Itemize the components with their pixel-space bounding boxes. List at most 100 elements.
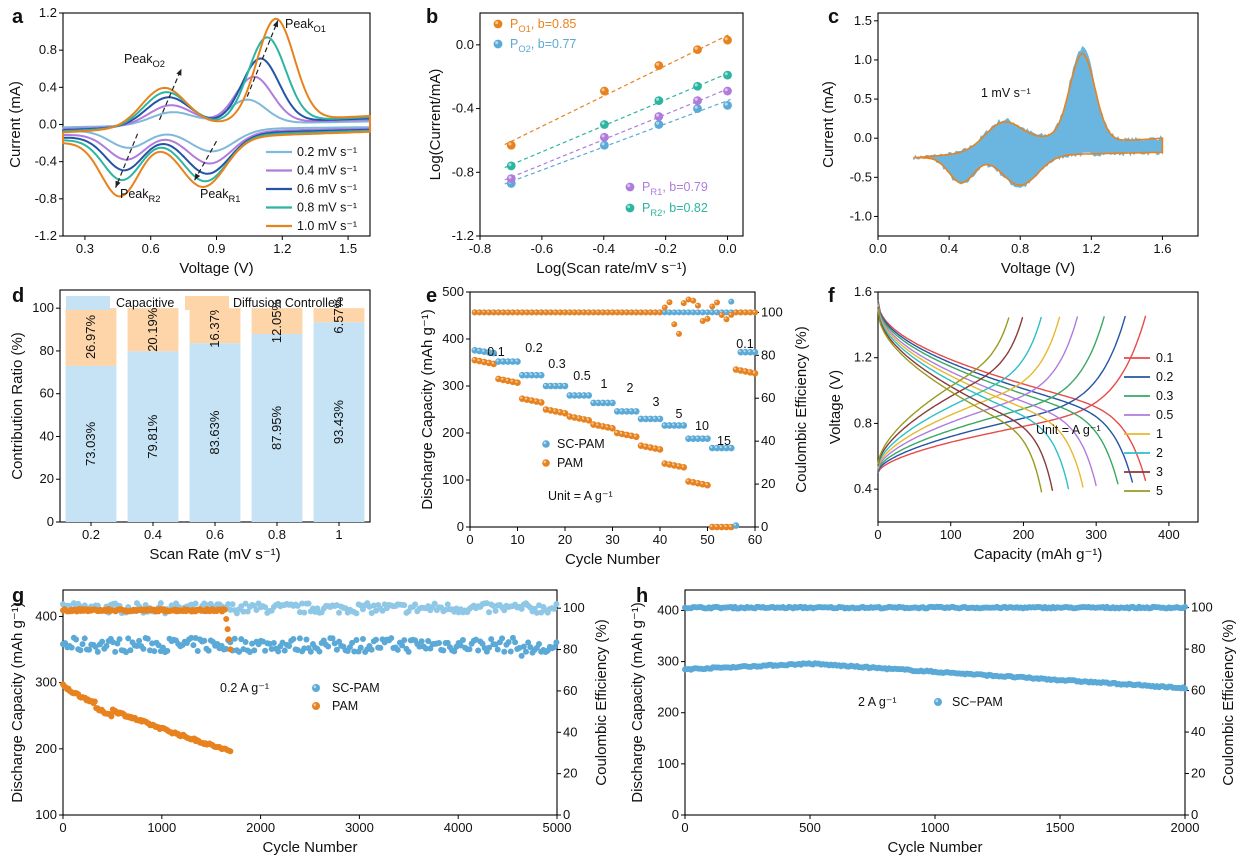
point-highlight — [662, 310, 665, 313]
sc-pam-capacity-point — [512, 639, 519, 646]
y-tick-label: -0.4 — [35, 154, 57, 169]
point-highlight — [553, 383, 556, 387]
data-point — [693, 104, 702, 113]
bar-value-label: 73.03% — [83, 421, 98, 466]
point-highlight — [600, 424, 604, 427]
bar-diffusion — [251, 308, 303, 334]
x-axis-label: Scan Rate (mV s⁻¹) — [149, 546, 280, 563]
point-highlight — [729, 445, 732, 449]
bar-value-label: 79.81% — [145, 414, 160, 459]
data-point — [723, 100, 732, 110]
sc-pam-capacity-point — [94, 648, 101, 655]
y-tick-label: -0.8 — [452, 164, 474, 179]
point-highlight — [653, 446, 656, 449]
sc-pam-capacity-point — [81, 635, 88, 642]
sc-pam-capacity-point — [377, 644, 384, 651]
discharge-curve — [877, 303, 1097, 487]
point-highlight — [653, 416, 656, 420]
point-highlight — [719, 313, 722, 316]
point-highlight — [539, 310, 542, 313]
pam-ce-point — [680, 300, 687, 307]
pam-ce-point — [709, 303, 716, 310]
point-highlight — [681, 301, 684, 304]
y2-tick-label: 80 — [761, 347, 775, 362]
point-highlight — [534, 310, 537, 313]
x-tick-label: 1000 — [921, 820, 950, 835]
sc-pam-capacity-point — [125, 635, 132, 642]
legend-label: Diffusion Controlled — [233, 296, 342, 310]
y2-tick-label: 80 — [1191, 641, 1205, 656]
point-highlight — [582, 310, 585, 313]
point-highlight — [710, 310, 713, 313]
point-highlight — [495, 21, 499, 25]
point-highlight — [662, 423, 665, 426]
y-tick-label: -0.8 — [35, 191, 57, 206]
point-highlight — [719, 310, 722, 313]
panel-label: f — [828, 285, 835, 307]
point-highlight — [525, 310, 528, 313]
point-highlight — [705, 310, 708, 313]
y-tick-label: 20 — [40, 471, 54, 486]
y-tick-label: 200 — [657, 705, 679, 720]
plot-frame — [877, 291, 1199, 523]
pam-ce-point — [723, 316, 730, 323]
x-tick-label: 60 — [748, 532, 762, 547]
sc-pam-ce-point — [253, 606, 260, 613]
legend-label: SC−PAM — [952, 695, 1003, 709]
sc-pam-capacity-point — [488, 636, 495, 643]
sc-pam-ce-point — [553, 601, 560, 608]
panel-e: e0 10 20 30 40 50 6001002003004005000204060801… — [419, 284, 810, 568]
x-axis-label: Voltage (V) — [1001, 260, 1075, 277]
pam-ce-point — [666, 299, 673, 306]
y-tick-label: 0.8 — [39, 42, 57, 57]
sc-pam-capacity-point — [86, 646, 93, 653]
point-highlight — [681, 310, 684, 313]
point-highlight — [724, 317, 727, 320]
sc-pam-capacity-point — [732, 522, 740, 529]
point-highlight — [643, 416, 646, 420]
point-highlight — [627, 184, 631, 188]
point-highlight — [596, 400, 599, 404]
sc-pam-capacity-point — [136, 637, 143, 644]
point-highlight — [615, 430, 618, 434]
sc-pam-capacity-point — [236, 648, 243, 655]
point-highlight — [591, 422, 594, 425]
point-highlight — [655, 113, 660, 117]
point-highlight — [619, 409, 623, 412]
point-highlight — [563, 310, 566, 313]
bar-value-label: 87.95% — [269, 405, 284, 450]
y-tick-label: 300 — [35, 675, 57, 690]
point-highlight — [562, 411, 566, 414]
point-highlight — [477, 358, 480, 362]
discharge-curve — [877, 308, 1043, 493]
rate-label: 0.3 — [548, 357, 565, 371]
sc-pam-capacity-point — [486, 644, 493, 651]
sc-pam-capacity-point — [1182, 685, 1188, 692]
x-tick-label: 2000 — [1171, 820, 1200, 835]
point-highlight — [733, 367, 737, 370]
y2-tick-label: 20 — [563, 766, 577, 781]
sc-pam-capacity-point — [281, 647, 288, 654]
sc-pam-capacity-point — [514, 358, 521, 365]
sc-pam-capacity-point — [501, 648, 508, 655]
point-highlight — [672, 310, 675, 313]
y-tick-label: 300 — [657, 654, 679, 669]
y-axis-label: Current (mA) — [820, 81, 837, 168]
point-highlight — [694, 105, 698, 109]
point-highlight — [667, 310, 670, 313]
panel-label: d — [12, 285, 24, 307]
x-tick-label: 0 — [681, 820, 688, 835]
x-tick-label: 4000 — [444, 820, 473, 835]
rate-label: 15 — [717, 434, 731, 448]
point-highlight — [472, 310, 475, 313]
arrow-head — [272, 20, 279, 28]
point-highlight — [662, 461, 665, 464]
sc-pam-capacity-point — [303, 636, 310, 643]
y-tick-label: -1.2 — [452, 228, 474, 243]
point-highlight — [743, 369, 746, 372]
point-highlight — [629, 310, 632, 313]
pam-ce-point — [225, 636, 232, 643]
point-highlight — [543, 383, 547, 387]
x-axis-label: Log(Scan rate/mV s⁻¹) — [536, 260, 686, 277]
point-highlight — [581, 417, 585, 420]
